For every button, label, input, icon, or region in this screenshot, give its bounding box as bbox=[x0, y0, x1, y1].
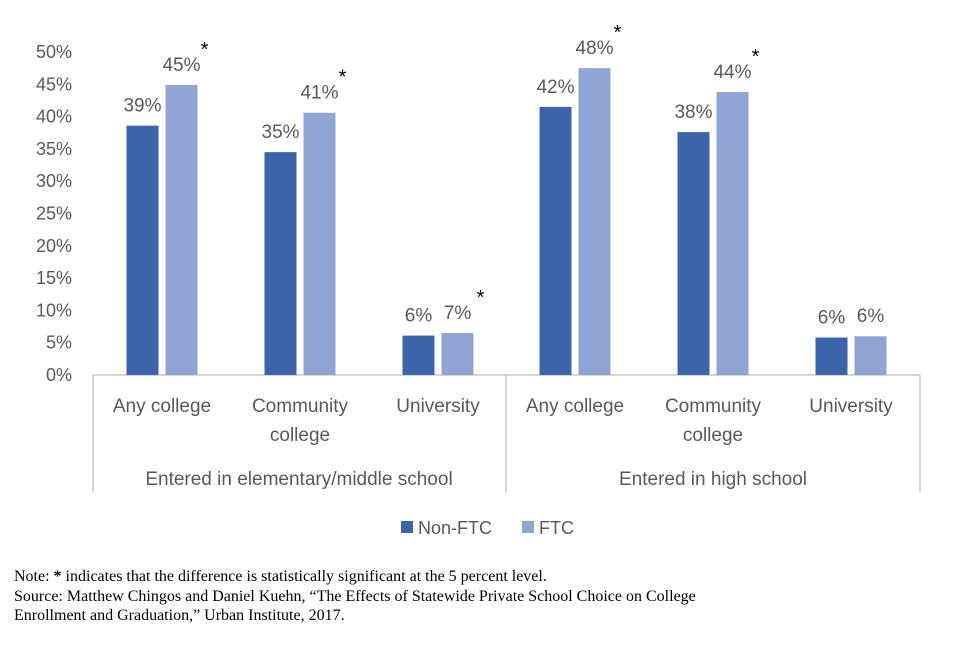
bar-non-ftc bbox=[677, 132, 710, 375]
data-label: 6% bbox=[857, 306, 885, 327]
data-label: 48% bbox=[575, 38, 613, 59]
note-marker: * bbox=[53, 568, 62, 585]
x-category-label: college bbox=[683, 425, 743, 446]
x-category-label: University bbox=[396, 396, 480, 417]
data-label: 45% bbox=[162, 55, 200, 76]
data-label: 41% bbox=[300, 83, 338, 104]
x-group-label: Entered in high school bbox=[619, 469, 807, 490]
chart-note: Note: * indicates that the difference is… bbox=[14, 567, 964, 626]
significance-marker: * bbox=[614, 22, 622, 44]
data-label: 6% bbox=[818, 308, 846, 329]
x-category-label: college bbox=[270, 425, 330, 446]
bar-ftc bbox=[854, 336, 887, 375]
data-label: 35% bbox=[261, 122, 299, 143]
x-category-label: Any college bbox=[526, 396, 624, 417]
data-label: 38% bbox=[674, 102, 712, 123]
x-category-label: Community bbox=[252, 396, 349, 417]
data-label: 42% bbox=[536, 77, 574, 98]
y-tick-label: 0% bbox=[46, 365, 72, 385]
y-tick-label: 50% bbox=[36, 42, 72, 62]
data-label: 7% bbox=[444, 303, 472, 324]
source-line-1: Source: Matthew Chingos and Daniel Kuehn… bbox=[14, 587, 696, 605]
bar-non-ftc bbox=[539, 106, 572, 375]
bar-non-ftc bbox=[815, 337, 848, 375]
x-group-label: Entered in elementary/middle school bbox=[145, 469, 452, 490]
data-label: 39% bbox=[123, 96, 161, 117]
significance-marker: * bbox=[752, 46, 760, 68]
data-label: 6% bbox=[405, 306, 433, 327]
bar-ftc bbox=[303, 112, 336, 375]
legend-label-non-ftc: Non-FTC bbox=[418, 518, 492, 538]
y-tick-label: 45% bbox=[36, 74, 72, 94]
bar-ftc bbox=[578, 68, 611, 376]
y-tick-label: 15% bbox=[36, 268, 72, 288]
bar-ftc bbox=[441, 333, 474, 375]
x-category-label: Any college bbox=[113, 396, 211, 417]
significance-marker: * bbox=[339, 67, 347, 89]
y-tick-label: 5% bbox=[46, 333, 72, 353]
note-prefix: Note: bbox=[14, 568, 54, 585]
bar-non-ftc bbox=[402, 335, 435, 375]
y-tick-label: 35% bbox=[36, 139, 72, 159]
data-label: 44% bbox=[713, 62, 751, 83]
bar-non-ftc bbox=[126, 125, 159, 375]
note-line-1: Note: * indicates that the difference is… bbox=[14, 567, 964, 587]
legend-label-ftc: FTC bbox=[539, 518, 574, 538]
y-tick-label: 40% bbox=[36, 107, 72, 127]
x-category-label: Community bbox=[665, 396, 762, 417]
y-tick-label: 25% bbox=[36, 204, 72, 224]
significance-marker: * bbox=[477, 287, 485, 309]
bar-chart: 0% 5% 10% 15% 20% 25% 30% 35% 40% 45% 50% 39% 35% 6% 4… bbox=[36, 22, 921, 538]
bar-ftc bbox=[165, 84, 198, 376]
legend-swatch-non-ftc bbox=[401, 521, 413, 533]
note-text: indicates that the difference is statist… bbox=[61, 568, 547, 585]
bar-non-ftc bbox=[264, 152, 297, 375]
y-tick-label: 10% bbox=[36, 300, 72, 320]
x-category-label: University bbox=[809, 396, 893, 417]
source-line-2: Enrollment and Graduation,” Urban Instit… bbox=[14, 607, 345, 624]
bar-ftc bbox=[716, 92, 749, 375]
y-tick-label: 30% bbox=[36, 171, 72, 191]
y-tick-label: 20% bbox=[36, 236, 72, 256]
legend-swatch-ftc bbox=[522, 521, 534, 533]
significance-marker: * bbox=[201, 39, 209, 61]
